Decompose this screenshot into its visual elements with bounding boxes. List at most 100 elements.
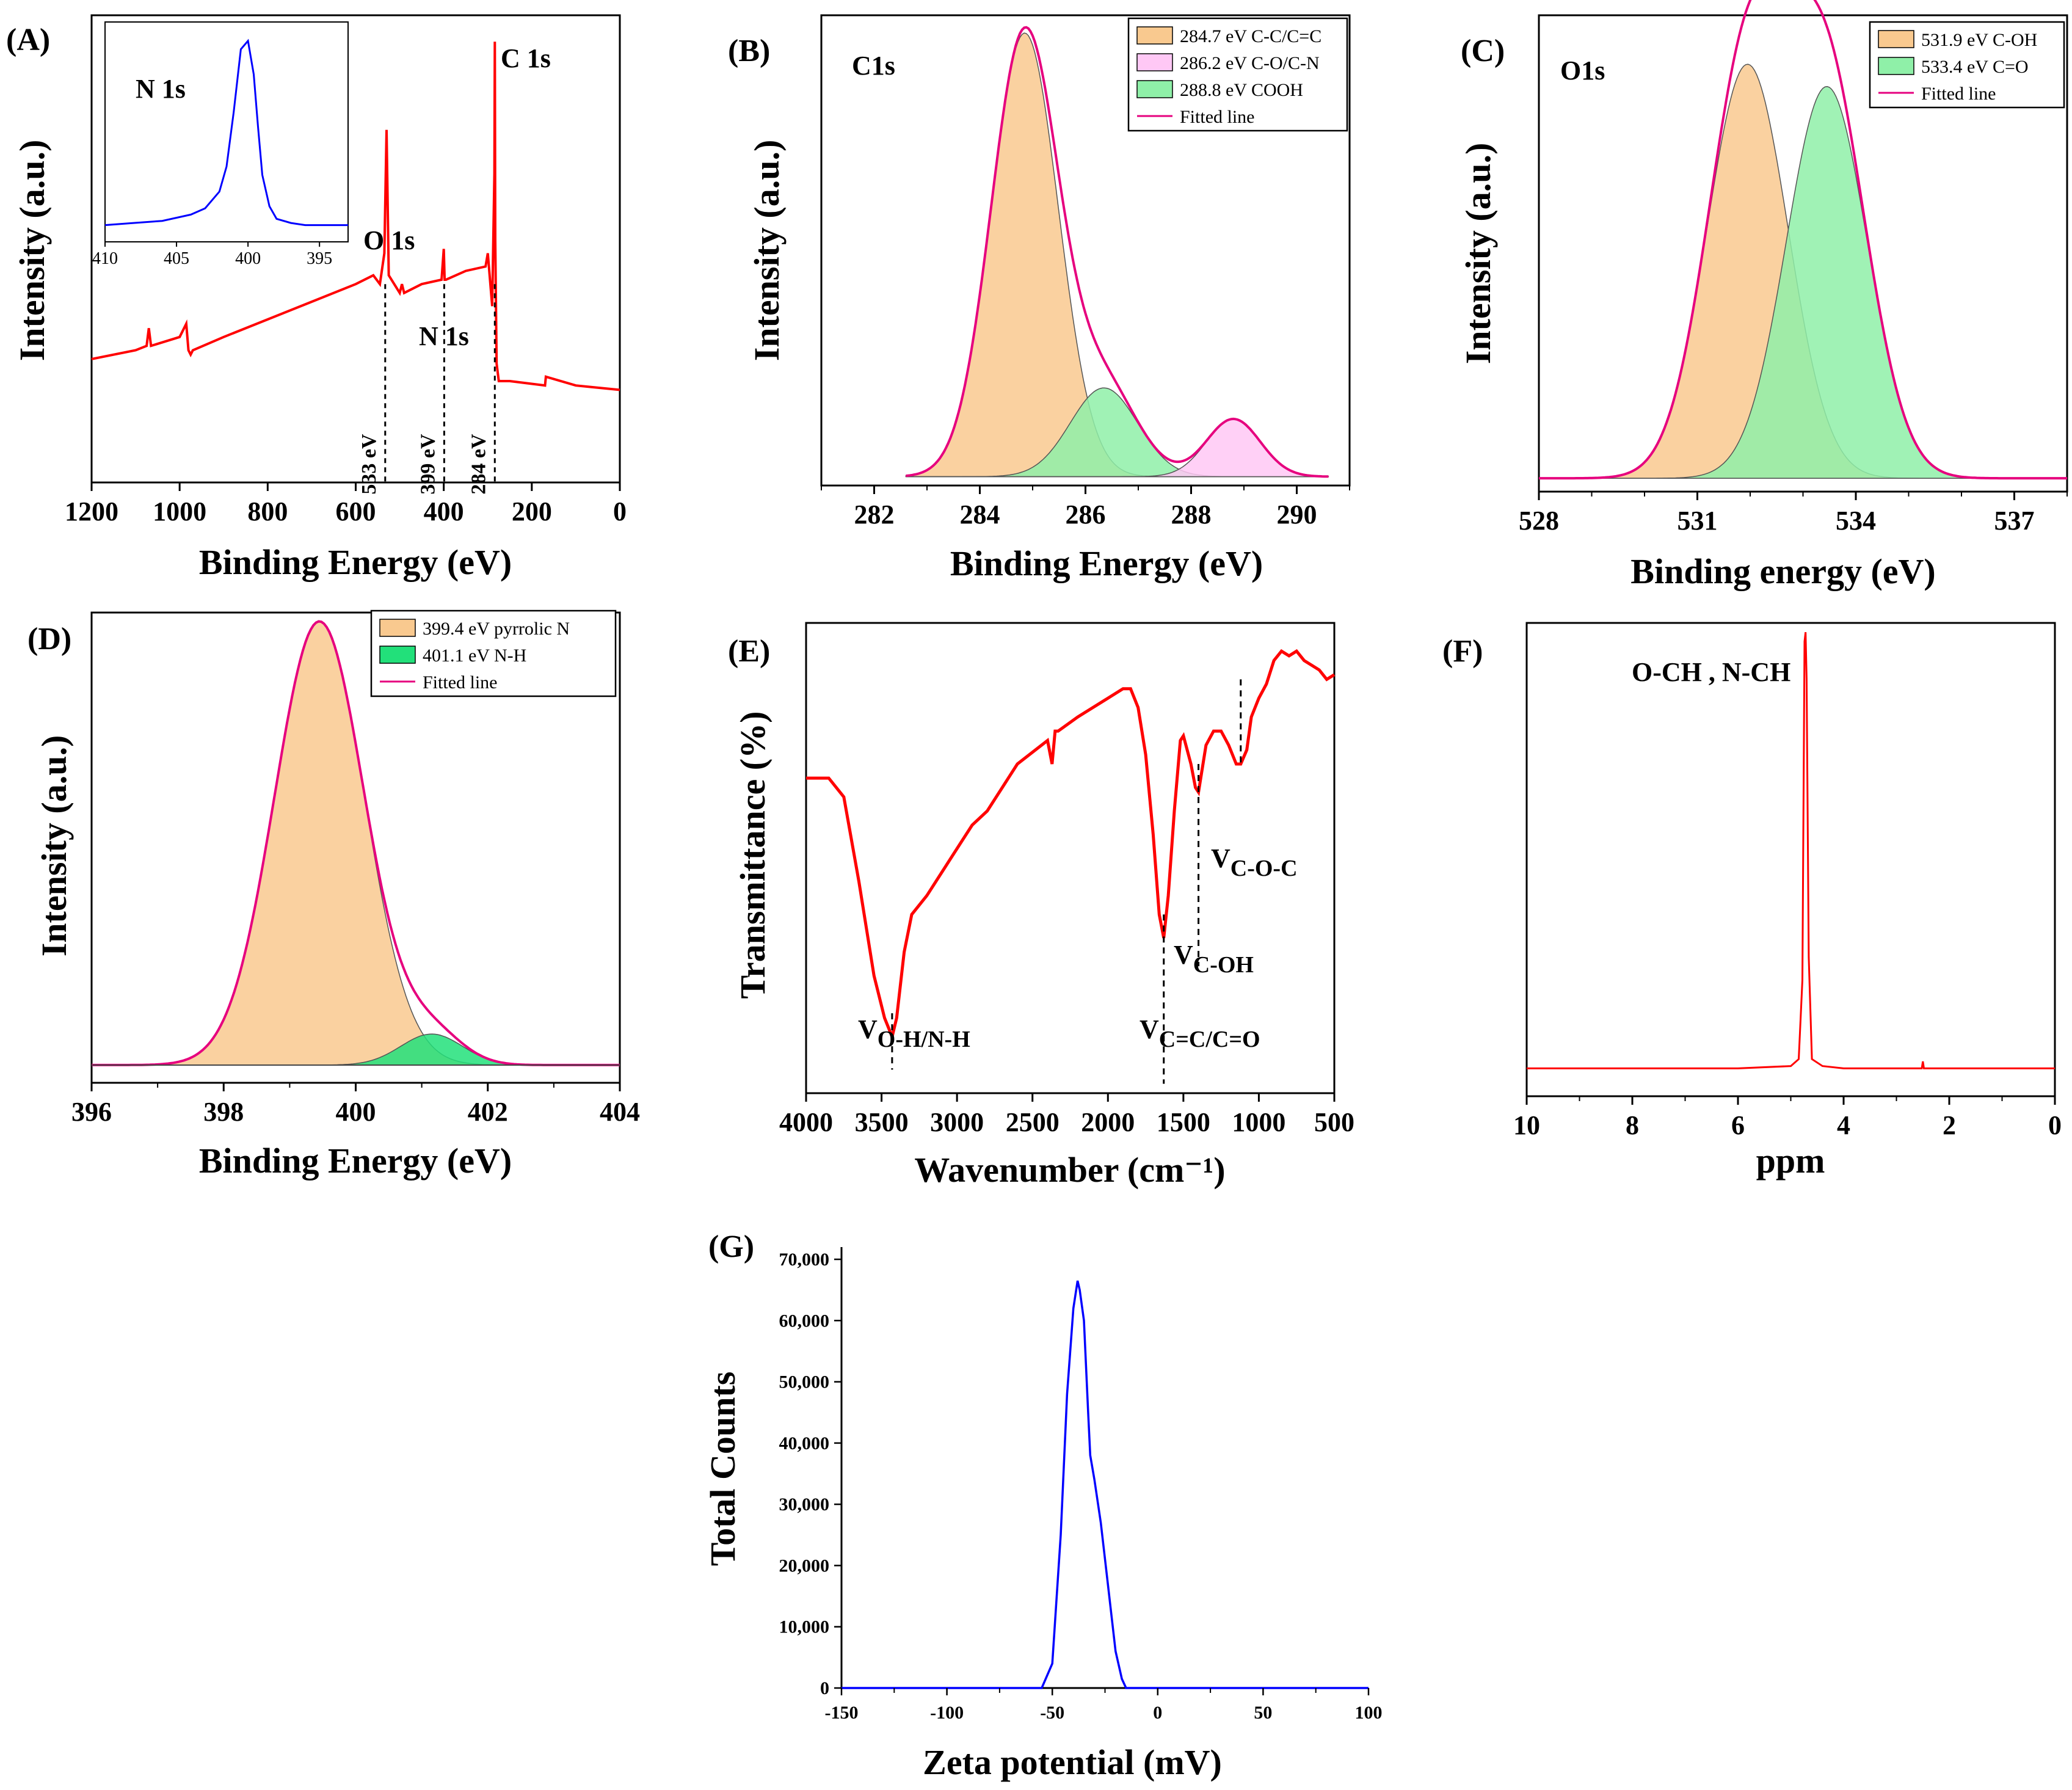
panel-a-inset-tick-label: 405 xyxy=(164,249,189,268)
panel-a-inset-label: N 1s xyxy=(136,74,186,104)
panel-e-ftir-line xyxy=(806,649,1336,1042)
panel-a-survey-line xyxy=(91,42,620,391)
panel-g-ytick-label: 30,000 xyxy=(779,1494,830,1515)
panel-f-tick-label: 6 xyxy=(1731,1110,1745,1140)
panel-a-c1s-label: C 1s xyxy=(501,43,551,73)
panel-f: 10 8 6 4 2 0 ppm (F) O-CH , N-CH xyxy=(1442,622,2062,1181)
panel-c: 528 531 534 537 Binding energy (eV) Intensity… xyxy=(1458,0,2068,591)
panel-g-xtick-label: 50 xyxy=(1254,1703,1272,1723)
panel-e-tick-label: 1000 xyxy=(1232,1107,1285,1137)
panel-g-xtick-label: -150 xyxy=(825,1703,859,1723)
panel-e-tick-label: 4000 xyxy=(779,1107,833,1137)
panel-e-tick-label: 3000 xyxy=(930,1107,984,1137)
panel-b-title: C1s xyxy=(852,51,895,81)
panel-g-ytick-label: 10,000 xyxy=(779,1617,830,1637)
panel-g-xtick-label: -50 xyxy=(1040,1703,1064,1723)
panel-f-nmr-line xyxy=(1527,632,2055,1069)
panel-g: -150 -100 -50 0 50 100 0 10,000 20,000 30,000 40,0… xyxy=(703,1229,1383,1782)
panel-b: 282 284 286 288 290 Binding Energy (eV) Intens… xyxy=(728,14,1351,583)
panel-g-ytick-label: 60,000 xyxy=(779,1311,830,1331)
legend-fill-swatch xyxy=(379,646,416,664)
panel-f-tick-label: 0 xyxy=(2048,1110,2062,1140)
panel-a-tick-label: 600 xyxy=(336,497,376,526)
panel-b-tick-label: 286 xyxy=(1066,500,1106,529)
panel-e-tag: (E) xyxy=(728,634,770,669)
panel-g-zeta-line xyxy=(842,1280,1369,1689)
panel-c-tick-label: 531 xyxy=(1678,506,1718,536)
panel-b-tick-label: 284 xyxy=(960,500,1000,529)
legend-entry: 533.4 eV C=O xyxy=(1921,57,2029,77)
panel-g-xtick-label: 100 xyxy=(1355,1703,1383,1723)
panel-a-xlabel: Binding Energy (eV) xyxy=(199,542,512,582)
panel-d-xlabel: Binding Energy (eV) xyxy=(199,1141,512,1181)
panel-c-tick-label: 537 xyxy=(1994,506,2035,536)
legend-entry: Fitted line xyxy=(423,672,498,693)
panel-f-tick-label: 2 xyxy=(1943,1110,1956,1140)
fitted-line xyxy=(1539,0,2067,480)
legend-entry: 399.4 eV pyrrolic N xyxy=(423,619,570,639)
panel-a-inset-tick-label: 410 xyxy=(92,249,118,268)
panel-e-tick-label: 2000 xyxy=(1081,1107,1135,1137)
panel-a: 1200 1000 800 600 400 200 0 Binding Energy (eV)… xyxy=(6,14,627,582)
legend-entry: 284.7 eV C-C/C=C xyxy=(1180,26,1321,46)
legend-fill-swatch xyxy=(1878,57,1914,75)
panel-a-energy-label: 533 eV xyxy=(358,434,380,495)
panel-g-xtick-label: 0 xyxy=(1153,1703,1162,1723)
panel-f-tag: (F) xyxy=(1442,634,1483,669)
panel-b-tick-label: 288 xyxy=(1171,500,1212,529)
panel-g-ytick-label: 20,000 xyxy=(779,1555,830,1576)
panel-e-cc-label: VC=C/C=O xyxy=(1140,1014,1260,1052)
panel-b-ylabel: Intensity (a.u.) xyxy=(747,140,787,362)
panel-a-inset-tick-label: 400 xyxy=(235,249,261,268)
panel-f-xlabel: ppm xyxy=(1756,1141,1825,1181)
panel-d-tick-label: 396 xyxy=(71,1097,112,1127)
panel-a-tick-label: 1200 xyxy=(65,497,118,526)
panel-d-tick-label: 402 xyxy=(468,1097,508,1127)
panel-b-tag: (B) xyxy=(728,34,770,68)
panel-g-ytick-label: 0 xyxy=(820,1678,829,1698)
panel-f-tick-label: 10 xyxy=(1513,1110,1540,1140)
panel-a-tick-label: 200 xyxy=(512,497,552,526)
panel-f-tick-label: 8 xyxy=(1626,1110,1639,1140)
panel-e-tick-label: 3500 xyxy=(855,1107,909,1137)
panel-c-tick-label: 534 xyxy=(1836,506,1876,536)
panel-b-xlabel: Binding Energy (eV) xyxy=(950,544,1263,583)
panel-e-coh-label: VC-OH xyxy=(1174,940,1254,978)
panel-e-tick-label: 2500 xyxy=(1006,1107,1060,1137)
panel-d-tick-label: 404 xyxy=(600,1097,640,1127)
panel-e-coc-label: VC-O-C xyxy=(1211,843,1298,881)
panel-b-tick-label: 290 xyxy=(1277,500,1317,529)
panel-e-tick-label: 1500 xyxy=(1157,1107,1210,1137)
panel-d-tick-label: 398 xyxy=(203,1097,244,1127)
legend-fill-swatch xyxy=(1878,30,1914,48)
panel-a-tag: (A) xyxy=(6,23,50,57)
panel-a-inset-line xyxy=(104,38,348,227)
panel-a-tick-label: 0 xyxy=(613,497,627,526)
panel-e-frame xyxy=(805,622,1336,1094)
panel-e: 4000 3500 3000 2500 2000 1500 1000 500 Wavenumbe… xyxy=(728,622,1354,1190)
panel-a-energy-label: 284 eV xyxy=(467,434,490,495)
panel-d: 396 398 400 402 404 Binding Energy (eV) Intens… xyxy=(27,609,640,1181)
legend-fill-swatch xyxy=(1136,80,1173,98)
fitted-line xyxy=(906,26,1329,478)
panel-g-ytick-label: 40,000 xyxy=(779,1433,830,1453)
panel-f-peak-label: O-CH , N-CH xyxy=(1632,657,1790,687)
panel-d-tag: (D) xyxy=(27,622,71,657)
legend-entry: 288.8 eV COOH xyxy=(1180,80,1303,100)
panel-c-ylabel: Intensity (a.u.) xyxy=(1458,143,1498,365)
panel-g-tag: (G) xyxy=(708,1229,754,1264)
panel-g-ylabel: Total Counts xyxy=(703,1372,743,1566)
legend-fill-swatch xyxy=(1136,53,1173,71)
panel-g-xtick-label: -100 xyxy=(930,1703,964,1723)
panel-d-ylabel: Intensity (a.u.) xyxy=(34,735,74,957)
panel-d-tick-label: 400 xyxy=(336,1097,376,1127)
legend-fill-swatch xyxy=(379,619,416,637)
panel-e-xlabel: Wavenumber (cm⁻¹) xyxy=(914,1150,1225,1190)
panel-a-inset-tick-label: 395 xyxy=(307,249,332,268)
legend-entry: 531.9 eV C-OH xyxy=(1921,30,2037,50)
legend-entry: 286.2 eV C-O/C-N xyxy=(1180,53,1320,73)
panel-a-ylabel: Intensity (a.u.) xyxy=(12,140,52,362)
panel-g-ytick-label: 50,000 xyxy=(779,1372,830,1392)
panel-a-tick-label: 1000 xyxy=(153,497,206,526)
